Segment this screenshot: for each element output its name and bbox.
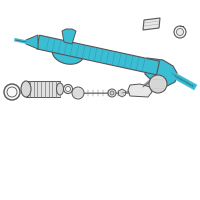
Ellipse shape	[21, 81, 31, 97]
Circle shape	[72, 87, 84, 99]
Polygon shape	[143, 18, 160, 30]
Polygon shape	[119, 89, 125, 97]
Circle shape	[174, 26, 186, 38]
Circle shape	[110, 91, 114, 95]
Polygon shape	[37, 35, 159, 75]
Circle shape	[149, 75, 167, 93]
Polygon shape	[128, 84, 152, 97]
Polygon shape	[62, 29, 76, 44]
Ellipse shape	[57, 83, 64, 95]
Circle shape	[7, 87, 17, 97]
Circle shape	[108, 89, 116, 97]
Circle shape	[66, 86, 70, 92]
Polygon shape	[26, 35, 38, 49]
Polygon shape	[26, 81, 60, 97]
Ellipse shape	[52, 42, 84, 64]
Circle shape	[64, 84, 72, 94]
Circle shape	[177, 28, 184, 36]
Circle shape	[4, 84, 20, 100]
Polygon shape	[145, 58, 177, 86]
